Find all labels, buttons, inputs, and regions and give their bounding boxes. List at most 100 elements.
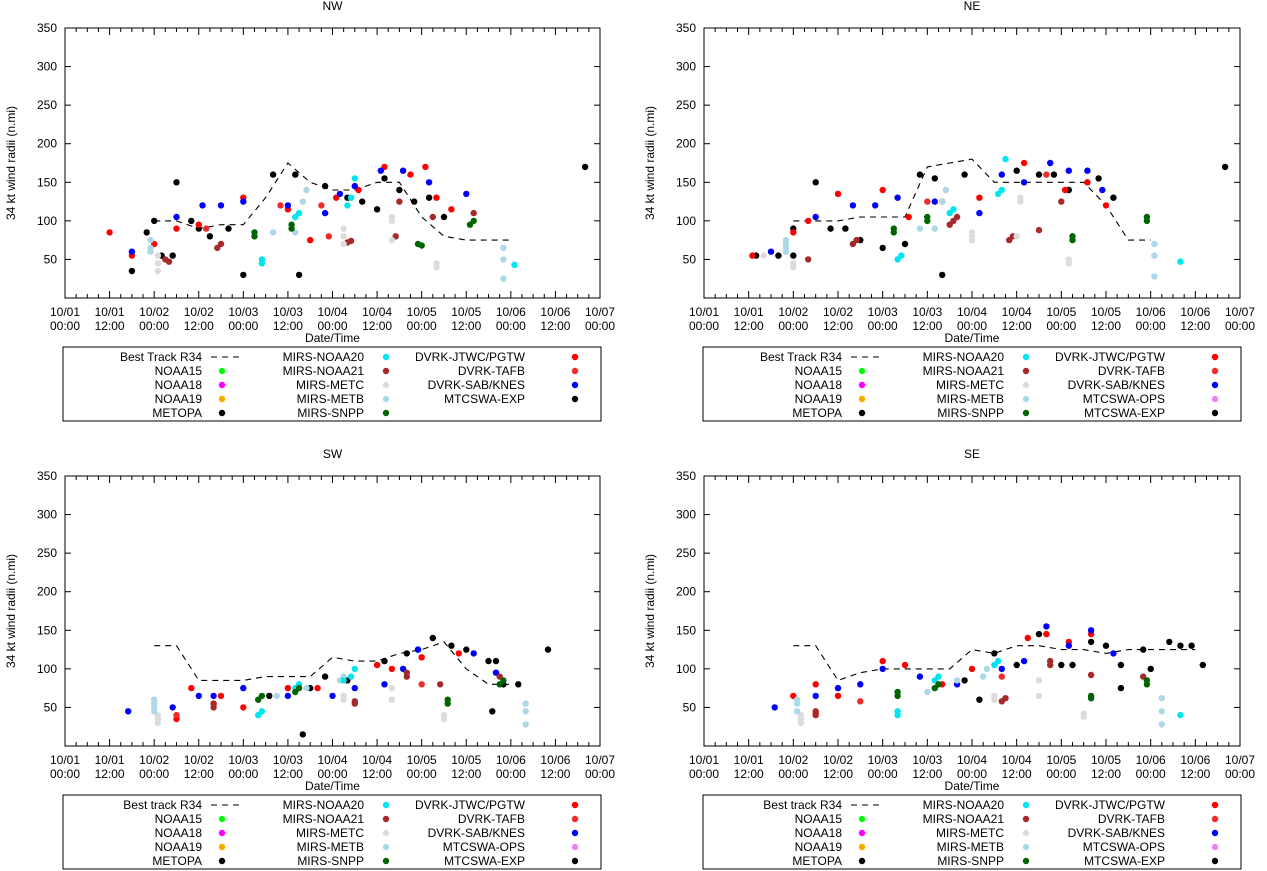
data-point [894, 688, 901, 696]
data-point [1095, 175, 1102, 182]
data-point [998, 665, 1005, 673]
y-tick-label: 300 [37, 60, 57, 74]
data-point [1110, 650, 1117, 657]
legend-label: DVRK-JTWC/PGTW [1055, 350, 1166, 364]
series-mirs-snpp [890, 213, 1151, 244]
data-point [463, 190, 470, 198]
legend-swatch-dot [571, 381, 579, 389]
series-mirs-noaa20 [258, 175, 518, 268]
x-tick-label-time: 12:00 [1180, 319, 1210, 333]
data-point [805, 217, 812, 225]
data-point [953, 213, 961, 221]
data-point [388, 213, 396, 221]
data-point [782, 236, 790, 244]
data-point [950, 206, 957, 213]
data-point [857, 681, 864, 688]
legend-swatch-dot [571, 857, 579, 865]
legend-swatch-dot [1211, 829, 1219, 837]
data-point [760, 252, 767, 259]
data-point [1002, 155, 1009, 163]
x-tick-label-date: 10/03 [273, 305, 303, 319]
data-point [240, 271, 247, 279]
legend-label: DVRK-SAB/KNES [428, 826, 525, 840]
x-tick-label-date: 10/01 [734, 305, 764, 319]
legend-label: NOAA15 [155, 812, 203, 826]
series-mirs-metc [760, 194, 1073, 271]
data-point [812, 681, 819, 688]
data-point [463, 646, 470, 653]
data-point [240, 704, 247, 711]
data-point [295, 209, 303, 217]
data-point [1143, 677, 1151, 684]
legend-swatch-dot [858, 367, 866, 375]
legend-swatch-dot [1211, 409, 1219, 417]
legend-swatch-dot [382, 367, 390, 375]
data-point [924, 688, 931, 696]
data-point [169, 704, 176, 711]
x-tick-label-date: 10/04 [362, 305, 392, 319]
series-mirs-snpp [255, 677, 507, 707]
legend-swatch-dot [1022, 395, 1030, 403]
legend-label: Best track R34 [123, 798, 202, 812]
x-tick-label-time: 00:00 [317, 767, 347, 781]
legend-swatch-dot [571, 843, 579, 851]
data-point [901, 661, 909, 669]
series-mirs-noaa20 [894, 657, 1184, 719]
data-point [511, 261, 518, 268]
data-point [1102, 642, 1110, 649]
chart-panel-se: SE3503002502001501005010/0100:0010/0112:… [643, 447, 1255, 870]
chart-title: NE [964, 0, 981, 13]
data-point [165, 258, 173, 265]
x-tick-label-time: 00:00 [50, 767, 80, 781]
x-tick-label-time: 00:00 [868, 767, 898, 781]
x-axis-label: Date/Time [305, 779, 360, 793]
legend-label: NOAA19 [155, 840, 203, 854]
legend-label: NOAA18 [155, 826, 203, 840]
x-tick-label-date: 10/04 [362, 753, 392, 767]
data-point [340, 240, 347, 248]
plot-frame [703, 475, 1241, 747]
data-point [749, 252, 756, 259]
plot-frame [64, 475, 601, 747]
x-tick-label-time: 00:00 [585, 767, 615, 781]
data-point [581, 163, 589, 171]
best-track-line [154, 162, 511, 241]
x-tick-label-time: 00:00 [1225, 319, 1255, 333]
data-point [1020, 159, 1028, 167]
x-tick-label-time: 00:00 [228, 767, 258, 781]
data-point [340, 692, 347, 700]
legend-swatch-dot [1211, 857, 1219, 865]
x-tick-label-time: 12:00 [362, 319, 392, 333]
data-point [790, 229, 797, 236]
x-tick-label-time: 00:00 [957, 319, 987, 333]
data-point [210, 700, 217, 707]
data-point [1043, 171, 1050, 178]
plot-frame [703, 27, 1241, 299]
legend-swatch-dot [571, 353, 579, 361]
series-mtcswa-exp [775, 167, 1117, 259]
x-tick-label-date: 10/05 [1091, 753, 1121, 767]
series-dvrk-sab-knes [767, 159, 1106, 255]
legend-swatch-dot [218, 395, 226, 403]
data-point [1080, 710, 1087, 717]
data-point [106, 229, 113, 236]
x-tick-label-date: 10/02 [184, 305, 214, 319]
data-point [347, 194, 355, 201]
data-point [388, 684, 396, 692]
data-point [1147, 665, 1154, 673]
data-point [812, 708, 819, 715]
legend-label: MIRS-METB [937, 392, 1004, 406]
legend-label: NOAA18 [795, 826, 843, 840]
x-tick-label-date: 10/06 [496, 753, 526, 767]
data-point [173, 213, 180, 221]
data-point [894, 194, 901, 201]
data-point [433, 260, 440, 267]
data-point [872, 202, 879, 209]
x-tick-label-time: 00:00 [1046, 767, 1076, 781]
legend-label: Best Track R34 [760, 350, 842, 364]
data-point [336, 190, 344, 198]
data-point [303, 186, 310, 194]
x-tick-label-date: 10/06 [496, 305, 526, 319]
x-tick-label-time: 12:00 [823, 319, 853, 333]
data-point [195, 692, 202, 700]
